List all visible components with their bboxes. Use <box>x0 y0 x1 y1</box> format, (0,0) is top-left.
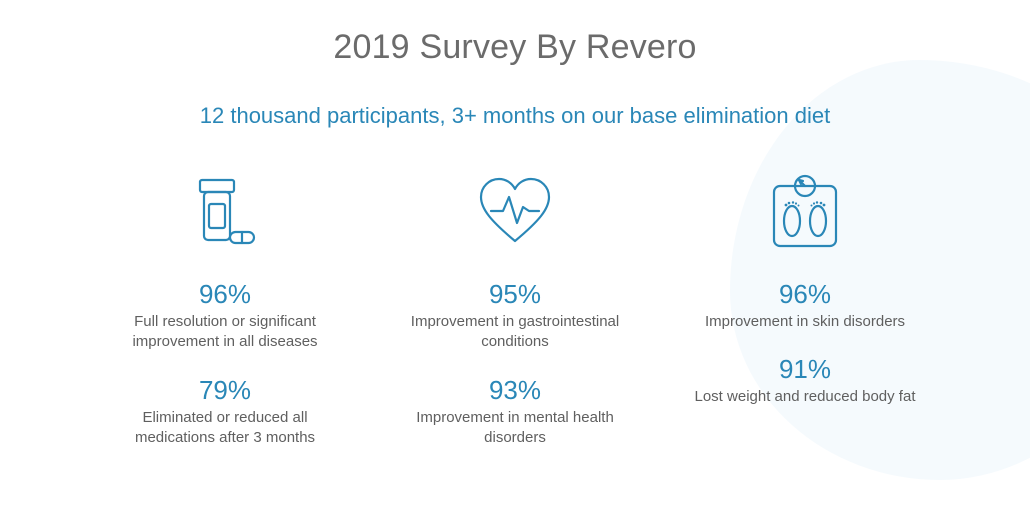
stat-percent: 91% <box>695 354 916 385</box>
stat-description: Full resolution or significant improveme… <box>110 312 340 353</box>
column-health: 95% Improvement in gastrointestinal cond… <box>390 173 640 448</box>
stat-description: Lost weight and reduced body fat <box>695 387 916 407</box>
stat-block: 93% Improvement in mental health disorde… <box>400 375 630 449</box>
infographic-content: 2019 Survey By Revero 12 thousand partic… <box>0 0 1030 448</box>
column-medications: 96% Full resolution or significant impro… <box>100 173 350 448</box>
heart-pulse-icon <box>473 173 557 253</box>
stat-block: 95% Improvement in gastrointestinal cond… <box>400 279 630 353</box>
stat-block: 96% Full resolution or significant impro… <box>110 279 340 353</box>
pill-bottle-icon <box>190 173 260 253</box>
stat-percent: 96% <box>705 279 905 310</box>
stat-percent: 96% <box>110 279 340 310</box>
stat-block: 96% Improvement in skin disorders <box>705 279 905 332</box>
page-title: 2019 Survey By Revero <box>0 28 1030 67</box>
stat-description: Eliminated or reduced all medications af… <box>110 408 340 449</box>
scale-feet-icon <box>766 173 844 253</box>
stat-description: Improvement in gastrointestinal conditio… <box>400 312 630 353</box>
stat-description: Improvement in mental health disorders <box>400 408 630 449</box>
stats-columns: 96% Full resolution or significant impro… <box>0 173 1030 448</box>
stat-percent: 79% <box>110 375 340 406</box>
column-body: 96% Improvement in skin disorders 91% Lo… <box>680 173 930 448</box>
stat-block: 91% Lost weight and reduced body fat <box>695 354 916 407</box>
stat-description: Improvement in skin disorders <box>705 312 905 332</box>
stat-percent: 93% <box>400 375 630 406</box>
page-subtitle: 12 thousand participants, 3+ months on o… <box>0 103 1030 129</box>
stat-percent: 95% <box>400 279 630 310</box>
stat-block: 79% Eliminated or reduced all medication… <box>110 375 340 449</box>
